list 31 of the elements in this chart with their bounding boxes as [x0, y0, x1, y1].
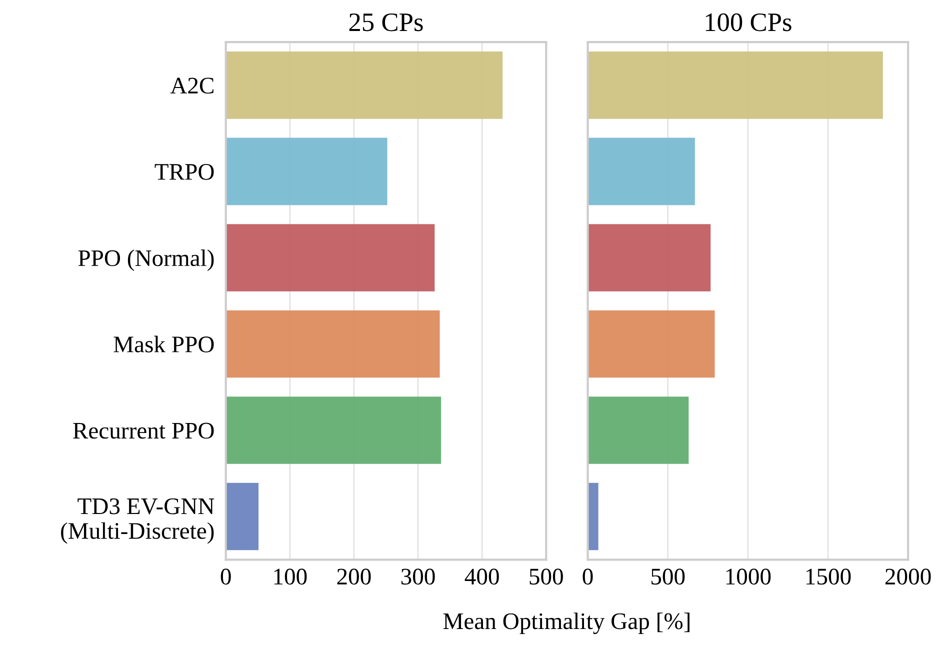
x-tick-label: 0 — [220, 568, 231, 585]
bar — [226, 224, 435, 292]
x-tick-label: 1500 — [806, 568, 851, 585]
x-tick-label: 500 — [652, 568, 685, 585]
y-tick-label: Recurrent PPO — [73, 422, 214, 439]
bar — [226, 482, 259, 550]
y-tick-label: PPO (Normal) — [78, 250, 214, 271]
bar — [588, 224, 711, 292]
bar — [226, 52, 503, 119]
y-tick-label: A2C — [170, 78, 214, 94]
bar — [226, 310, 440, 378]
y-tick-label: TD3 EV-GNN (Multi-Discrete) — [61, 498, 214, 544]
bar — [588, 138, 695, 206]
x-tick-label: 300 — [401, 568, 435, 585]
bar — [226, 396, 442, 464]
x-tick-label: 0 — [582, 568, 593, 585]
x-tick-label: 100 — [274, 568, 307, 585]
y-tick-label: Mask PPO — [114, 336, 214, 352]
x-tick-label: 2000 — [885, 568, 931, 585]
bar — [226, 138, 388, 206]
x-tick-label: 1000 — [726, 568, 771, 585]
bar — [588, 396, 689, 464]
x-tick-label: 200 — [337, 568, 371, 585]
bar — [588, 52, 883, 119]
x-axis-title: Mean Optimality Gap [%] — [443, 612, 690, 634]
y-tick-label: TRPO — [154, 164, 214, 180]
chart-title: 25 CPs — [349, 13, 423, 32]
chart-title: 100 CPs — [706, 13, 792, 32]
x-tick-label: 400 — [464, 568, 499, 585]
x-tick-label: 500 — [530, 568, 563, 585]
bar — [588, 310, 715, 378]
